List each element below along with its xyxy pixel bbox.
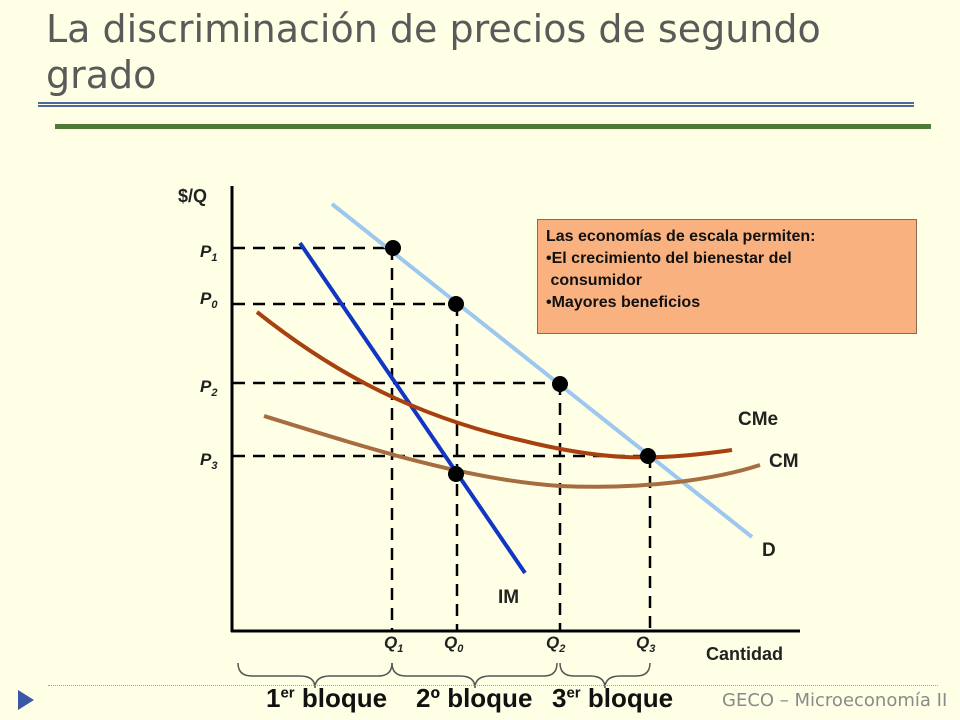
marginal-cost-curve	[263, 414, 761, 489]
average-cost-label: CMe	[738, 409, 778, 430]
footer-course-label: GECO – Microeconomía II	[722, 690, 948, 711]
point-p3-q3	[640, 448, 656, 464]
quantity-label-q3: Q3	[636, 633, 655, 655]
point-p1-q1	[385, 240, 401, 256]
marginal-revenue-curve	[298, 241, 527, 575]
note-item: •Mayores beneficios	[546, 294, 701, 311]
marginal-cost-label: CM	[769, 451, 799, 472]
price-label-p2: P2	[200, 377, 217, 399]
quantity-label-q0: Q0	[444, 633, 464, 655]
block-1-brace	[237, 662, 393, 689]
price-label-p1: P1	[200, 242, 217, 264]
point-im-cm	[448, 466, 464, 482]
price-label-p3: P3	[200, 450, 217, 472]
note-item: •El crecimiento del bienestar del	[546, 250, 792, 267]
slide-title: La discriminación de precios de segundo …	[46, 7, 821, 97]
block-2-label: 2º bloque	[416, 683, 533, 713]
note-item: consumidor	[546, 272, 643, 289]
average-cost-curve	[255, 310, 733, 460]
block-1-label: 1er bloque	[266, 683, 388, 713]
marginal-revenue-label: IM	[498, 587, 519, 608]
footer-divider	[48, 685, 938, 686]
demand-label: D	[762, 540, 776, 561]
block-3-label: 3er bloque	[552, 683, 674, 713]
price-label-p0: P0	[200, 289, 218, 311]
point-p0-q0	[448, 296, 464, 312]
point-p2-q2	[552, 376, 568, 392]
note-heading: Las economías de escala permiten:	[546, 228, 816, 245]
block-3-brace	[559, 662, 651, 689]
quantity-label-q1: Q1	[384, 633, 403, 655]
economies-of-scale-note: Las economías de escala permiten: •El cr…	[537, 219, 917, 334]
x-axis-label: Cantidad	[706, 644, 783, 664]
title-divider-blue	[38, 102, 914, 107]
block-2-brace	[391, 662, 558, 689]
quantity-label-q2: Q2	[546, 633, 565, 655]
y-axis-label: $/Q	[178, 186, 207, 206]
title-divider-green	[55, 124, 931, 129]
play-arrow-icon	[18, 690, 34, 710]
